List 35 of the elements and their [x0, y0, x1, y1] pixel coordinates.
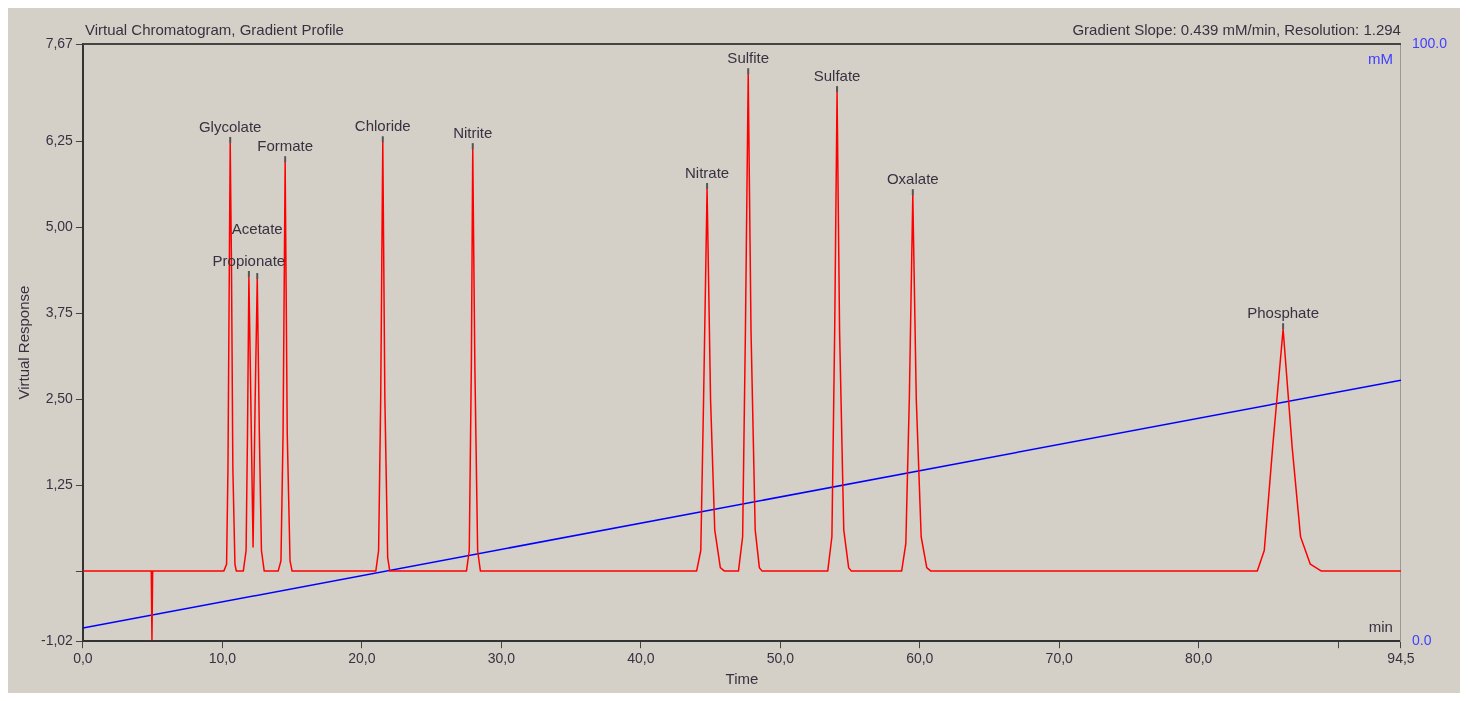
annotation: Chloride — [354, 116, 411, 134]
x-tick-label: 70,0 — [1045, 650, 1074, 667]
x-tick-label: 20,0 — [348, 650, 376, 667]
y-tick-label: 3,75 — [45, 304, 74, 321]
y2-axis-title: mM — [1367, 49, 1393, 67]
y-tick-label: 6,25 — [45, 132, 74, 149]
y2-tick-label: 0.0 — [1411, 632, 1432, 649]
annotation: Oxalate — [886, 169, 939, 187]
x-tick-label: 80,0 — [1185, 650, 1213, 667]
annotation: Glycolate — [198, 117, 262, 135]
y-tick-label: -1,02 — [40, 632, 74, 649]
x-tick-label: 0,0 — [73, 650, 93, 667]
x-tick-label: 94,5 — [1387, 650, 1415, 667]
annotation: Sulfate — [813, 66, 861, 84]
chart-title: Virtual Chromatogram, Gradient Profile — [84, 20, 344, 38]
x-tick-label: 60,0 — [906, 650, 934, 667]
chart-subtitle: Gradient Slope: 0.439 mM/min, Resolution: 1.294 — [1072, 20, 1401, 38]
annotation: Nitrate — [684, 163, 730, 181]
annotation: Formate — [257, 136, 314, 154]
x-tick-label: 30,0 — [487, 650, 516, 667]
annotation: Acetate — [231, 219, 283, 237]
y-tick-label: 5,00 — [45, 218, 74, 235]
y-tick-label: 1,25 — [45, 476, 74, 493]
annotation: min — [1368, 617, 1393, 635]
y-tick-label: 2,50 — [45, 390, 74, 407]
x-tick-label: 10,0 — [208, 650, 237, 667]
x-tick-label: 50,0 — [766, 650, 795, 667]
annotation: Sulfite — [727, 48, 770, 66]
annotation: Phosphate — [1247, 303, 1319, 321]
annotation: Nitrite — [453, 123, 493, 141]
x-tick-label: 40,0 — [627, 650, 655, 667]
x-axis-title: Time — [725, 670, 759, 688]
y2-tick-label: 100.0 — [1411, 34, 1448, 51]
y-tick-label: 7,67 — [45, 34, 74, 51]
y-axis-title: Virtual Response — [15, 285, 33, 400]
